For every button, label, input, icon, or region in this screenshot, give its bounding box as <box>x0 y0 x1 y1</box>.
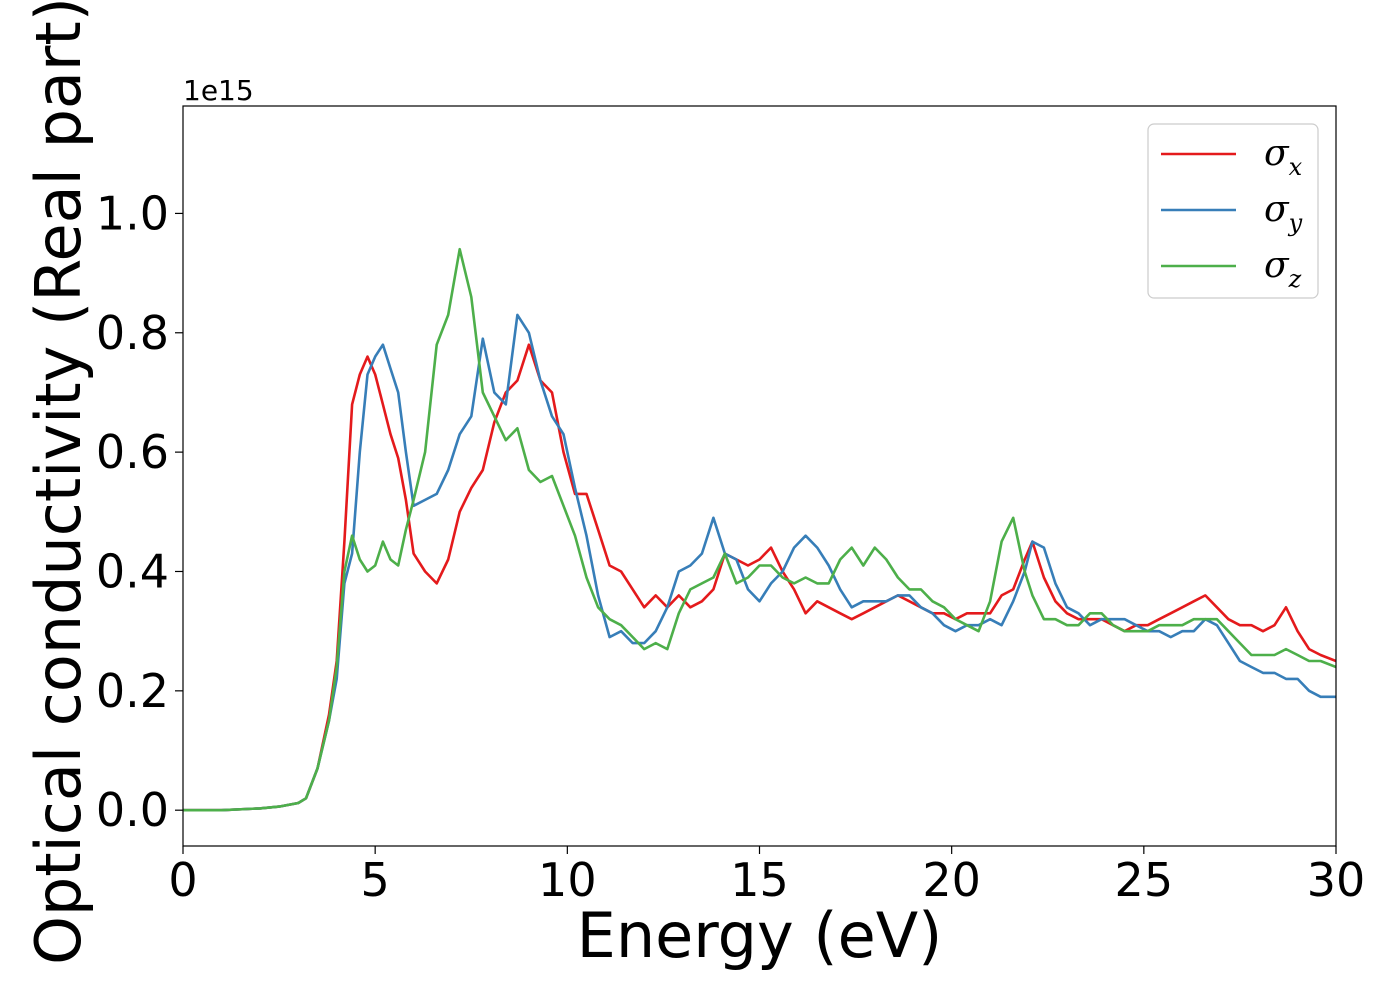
y-axis-title: Optical conductivity (Real part) <box>22 0 95 965</box>
legend-label: σz <box>1264 245 1302 293</box>
y-tick-label: 0.2 <box>96 664 169 718</box>
series-line-2 <box>183 313 1336 812</box>
x-tick-label: 30 <box>1307 853 1366 907</box>
series-line-3 <box>183 247 1336 812</box>
y-tick-label: 0.6 <box>96 425 169 479</box>
x-tick-label: 20 <box>922 853 981 907</box>
y-tick-label: 1.0 <box>96 186 169 240</box>
x-tick-label: 15 <box>730 853 789 907</box>
legend: σx σy σz <box>1147 123 1319 299</box>
legend-label: σx <box>1264 133 1303 181</box>
x-tick-label: 10 <box>538 853 597 907</box>
x-tick-label: 25 <box>1115 853 1174 907</box>
x-axis-title: Energy (eV) <box>577 899 943 972</box>
x-tick-label: 0 <box>168 853 197 907</box>
x-tick-label: 5 <box>361 853 390 907</box>
y-offset-label: 1e15 <box>183 74 254 107</box>
y-tick-label: 0.8 <box>96 306 169 360</box>
series-line-1 <box>183 343 1336 812</box>
y-tick-label: 0.0 <box>96 783 169 837</box>
plot-area: 0 5 10 15 20 25 30 0.0 0.2 0.4 0.6 0.8 1.0 <box>96 105 1366 907</box>
legend-label: σy <box>1264 189 1303 237</box>
y-tick-label: 0.4 <box>96 544 169 598</box>
